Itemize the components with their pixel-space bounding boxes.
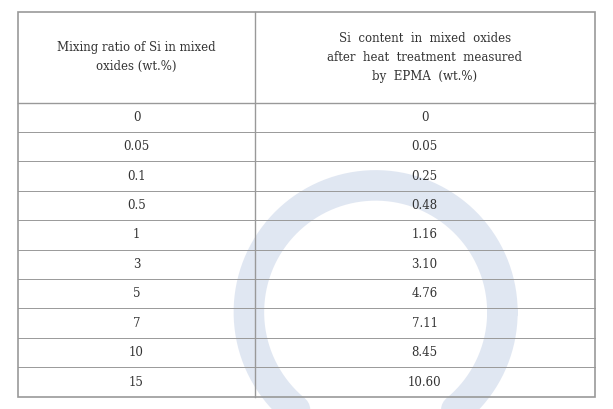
- Text: Si  content  in  mixed  oxides
after  heat  treatment  measured
by  EPMA  (wt.%): Si content in mixed oxides after heat tr…: [327, 32, 522, 83]
- Text: 0.25: 0.25: [411, 170, 438, 183]
- Text: 10: 10: [129, 346, 144, 359]
- Text: 5: 5: [133, 287, 140, 300]
- Text: Mixing ratio of Si in mixed
oxides (wt.%): Mixing ratio of Si in mixed oxides (wt.%…: [57, 41, 216, 74]
- Text: 0.1: 0.1: [128, 170, 146, 183]
- Text: 0: 0: [133, 111, 140, 124]
- Text: 4.76: 4.76: [411, 287, 438, 300]
- Text: 0.48: 0.48: [411, 199, 438, 212]
- Text: 3.10: 3.10: [411, 258, 438, 271]
- Text: 10.60: 10.60: [408, 375, 441, 389]
- Text: 7: 7: [133, 317, 140, 330]
- Text: 15: 15: [129, 375, 144, 389]
- Text: 0.05: 0.05: [123, 140, 150, 153]
- Text: 0.5: 0.5: [127, 199, 146, 212]
- Text: 1.16: 1.16: [411, 229, 438, 241]
- Text: 1: 1: [133, 229, 140, 241]
- Text: 0.05: 0.05: [411, 140, 438, 153]
- Text: 0: 0: [421, 111, 428, 124]
- Text: 7.11: 7.11: [411, 317, 438, 330]
- Text: 8.45: 8.45: [411, 346, 438, 359]
- Text: 3: 3: [133, 258, 140, 271]
